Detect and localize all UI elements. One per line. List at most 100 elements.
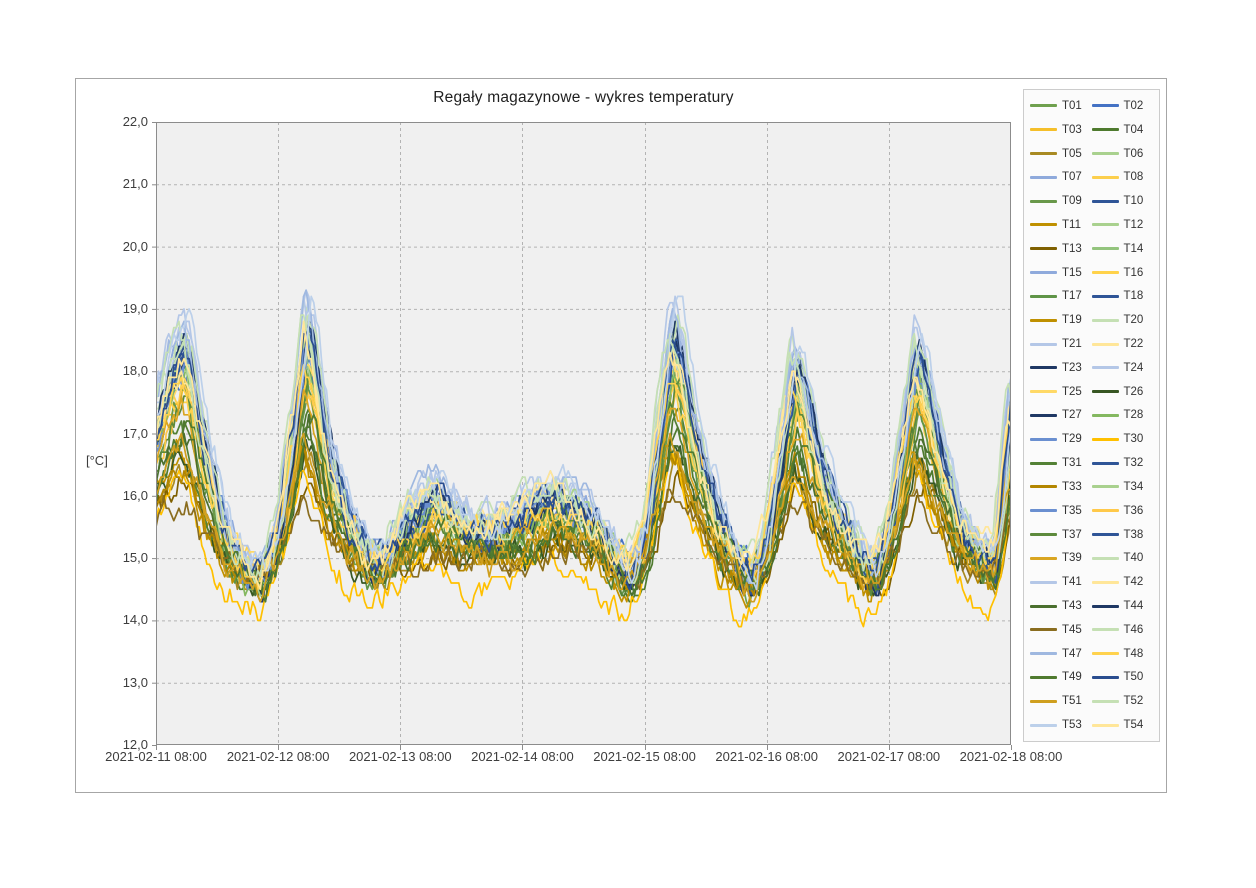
legend-label: T38 [1123, 528, 1144, 541]
legend-item-T44: T44 [1091, 594, 1154, 618]
legend-swatch-icon [1030, 366, 1057, 370]
x-tick-label: 2021-02-16 08:00 [715, 749, 819, 764]
series-line-T53 [156, 295, 1011, 591]
legend-item-T31: T31 [1030, 451, 1092, 475]
legend-swatch-icon [1091, 175, 1119, 179]
legend-item-T25: T25 [1030, 380, 1092, 404]
legend-label: T07 [1062, 171, 1082, 184]
legend-item-T17: T17 [1030, 285, 1092, 309]
legend-swatch-icon [1030, 318, 1057, 322]
legend-swatch-icon [1030, 223, 1057, 227]
legend-item-T34: T34 [1091, 475, 1154, 499]
legend-item-T52: T52 [1091, 689, 1154, 713]
legend-label: T19 [1062, 314, 1082, 327]
legend-label: T05 [1062, 147, 1082, 160]
legend-swatch-icon [1030, 461, 1057, 465]
legend-swatch-icon [1091, 699, 1119, 703]
legend-item-T14: T14 [1091, 237, 1154, 261]
legend-item-T08: T08 [1091, 165, 1154, 189]
legend-label: T54 [1123, 719, 1144, 732]
legend-item-T43: T43 [1030, 594, 1092, 618]
legend-swatch-icon [1030, 390, 1057, 394]
x-tick-label: 2021-02-15 08:00 [593, 749, 696, 764]
legend-swatch-icon [1030, 675, 1057, 679]
legend-item-T27: T27 [1030, 404, 1092, 428]
legend-item-T41: T41 [1030, 570, 1092, 594]
legend-label: T23 [1062, 361, 1082, 374]
y-tick-label: 13,0 [122, 674, 148, 690]
legend-label: T32 [1123, 457, 1144, 470]
legend-label: T15 [1062, 266, 1082, 279]
legend-swatch-icon [1030, 342, 1057, 346]
series-lines [156, 289, 1011, 628]
legend-item-T10: T10 [1091, 189, 1154, 213]
legend-label: T25 [1062, 385, 1082, 398]
legend-label: T39 [1062, 552, 1082, 565]
legend-item-T32: T32 [1091, 451, 1154, 475]
legend-swatch-icon [1030, 533, 1057, 537]
x-tick-label: 2021-02-17 08:00 [837, 749, 941, 764]
legend-label: T46 [1123, 623, 1144, 636]
legend-label: T49 [1062, 671, 1082, 684]
legend-label: T13 [1062, 242, 1082, 255]
legend-item-T18: T18 [1091, 285, 1154, 309]
y-tick-label: 12,0 [122, 737, 148, 752]
legend-swatch-icon [1091, 199, 1119, 203]
y-tick-label: 21,0 [122, 176, 148, 192]
legend-swatch-icon [1091, 675, 1119, 679]
legend-item-T33: T33 [1030, 475, 1092, 499]
legend-swatch-icon [1091, 461, 1119, 465]
plot-border [156, 122, 1011, 745]
legend-swatch-icon [1030, 175, 1057, 179]
legend-label: T18 [1123, 290, 1144, 303]
legend-swatch-icon [1030, 699, 1057, 703]
legend-item-T28: T28 [1091, 404, 1154, 428]
legend-item-T23: T23 [1030, 356, 1092, 380]
legend-label: T41 [1062, 576, 1082, 589]
legend-label: T03 [1062, 123, 1082, 136]
legend-label: T37 [1062, 528, 1082, 541]
legend-label: T30 [1123, 433, 1144, 446]
legend-label: T06 [1123, 147, 1144, 160]
legend-item-T21: T21 [1030, 332, 1092, 356]
legend-swatch-icon [1030, 152, 1057, 156]
legend-item-T15: T15 [1030, 261, 1092, 285]
legend-item-T46: T46 [1091, 618, 1154, 642]
legend-swatch-icon [1091, 413, 1119, 417]
legend-label: T10 [1123, 195, 1144, 208]
y-tick-label: 20,0 [122, 238, 148, 254]
legend-label: T31 [1062, 457, 1082, 470]
legend-item-T36: T36 [1091, 499, 1154, 523]
y-tick-label: 22,0 [122, 114, 148, 129]
legend-label: T21 [1062, 338, 1082, 351]
legend-label: T16 [1123, 266, 1144, 279]
legend-label: T12 [1123, 218, 1144, 231]
legend-swatch-icon [1030, 294, 1057, 298]
legend-item-T47: T47 [1030, 642, 1092, 666]
legend-swatch-icon [1030, 271, 1057, 275]
legend-item-T35: T35 [1030, 499, 1092, 523]
legend-item-T06: T06 [1091, 142, 1154, 166]
x-tick-label: 2021-02-14 08:00 [471, 749, 574, 764]
legend-item-T49: T49 [1030, 666, 1092, 690]
legend-swatch-icon [1030, 104, 1057, 108]
legend-swatch-icon [1091, 580, 1119, 584]
series-line-T33 [156, 445, 1011, 597]
legend-label: T04 [1123, 123, 1144, 136]
y-tick-label: 19,0 [122, 300, 148, 316]
legend-item-T02: T02 [1091, 94, 1154, 118]
legend-label: T48 [1123, 647, 1144, 660]
x-tick-label: 2021-02-12 08:00 [226, 749, 330, 764]
y-tick-label: 14,0 [122, 612, 148, 628]
legend-swatch-icon [1091, 652, 1119, 656]
legend-label: T27 [1062, 409, 1082, 422]
legend-label: T52 [1123, 695, 1144, 708]
series-line-T54 [156, 320, 1011, 591]
legend-item-T04: T04 [1091, 118, 1154, 142]
legend-label: T53 [1062, 719, 1082, 732]
legend-swatch-icon [1091, 556, 1119, 560]
legend-label: T45 [1062, 623, 1082, 636]
chart-container: Regały magazynowe - wykres temperatury [… [75, 78, 1167, 793]
legend-swatch-icon [1030, 652, 1057, 656]
legend-label: T36 [1123, 504, 1144, 517]
